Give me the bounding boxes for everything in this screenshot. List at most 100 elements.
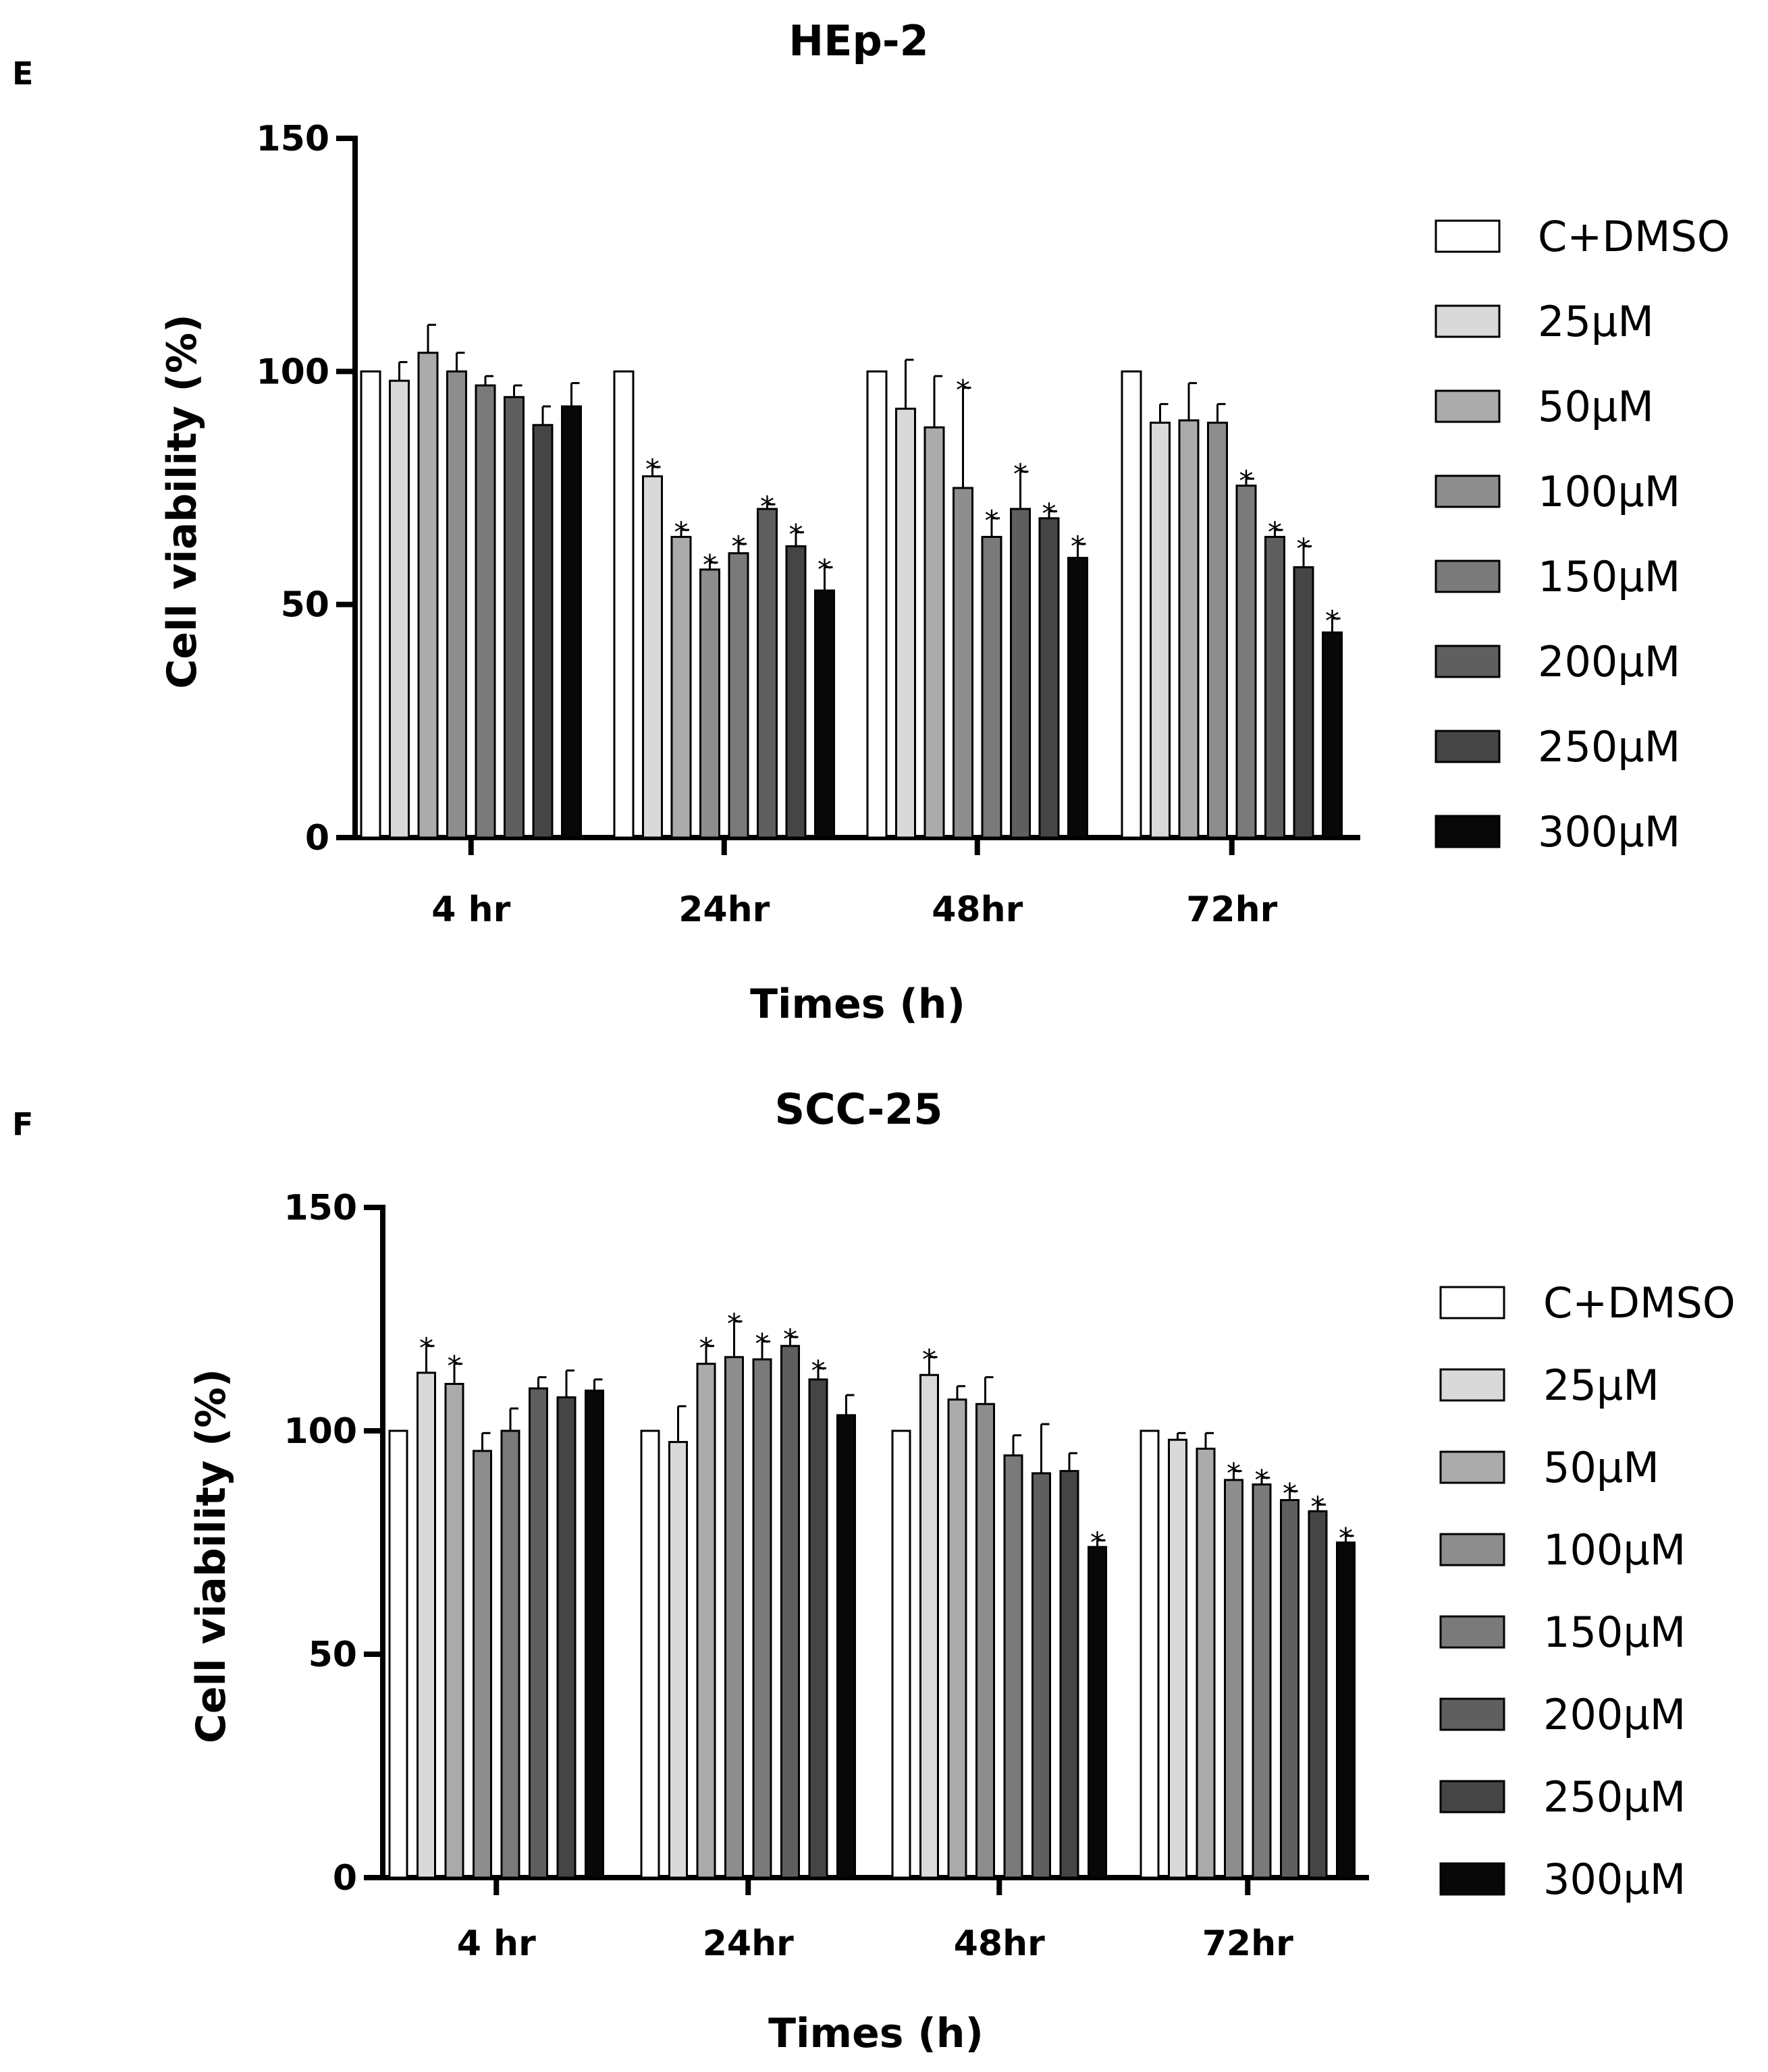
legend-label: 300µM (1543, 1855, 1686, 1904)
chart-title: SCC-25 (774, 1085, 942, 1134)
y-tick-label: 50 (309, 1635, 357, 1675)
significance-star: * (703, 549, 717, 582)
bar (1280, 1499, 1300, 1879)
bar (1121, 370, 1142, 839)
x-axis-title: Times (h) (750, 981, 965, 1028)
bar (1059, 1470, 1079, 1879)
legend-swatch (1439, 1780, 1505, 1814)
bar (1032, 1472, 1051, 1879)
significance-star: * (783, 1323, 797, 1356)
bar (504, 396, 525, 839)
significance-star: * (1325, 604, 1339, 637)
significance-star: * (818, 553, 832, 586)
significance-star: * (419, 1332, 433, 1365)
legend-swatch (1435, 474, 1501, 508)
bar (389, 379, 410, 839)
bar (1322, 631, 1343, 839)
bar (953, 487, 973, 839)
x-tick-label: 48hr (954, 1924, 1045, 1964)
significance-star: * (645, 453, 660, 486)
bar (1293, 566, 1314, 839)
legend-swatch (1435, 219, 1501, 253)
bar (728, 552, 749, 839)
legend-swatch (1439, 1450, 1505, 1484)
bar (699, 568, 720, 839)
bar (1207, 421, 1228, 839)
legend-label: 25µM (1538, 297, 1654, 346)
significance-star: * (922, 1343, 936, 1376)
legend-swatch (1435, 815, 1501, 848)
bar (388, 1429, 408, 1879)
significance-star: * (1297, 532, 1311, 565)
bar (532, 424, 554, 839)
bar (1336, 1542, 1356, 1879)
panel-letter: F (12, 1106, 33, 1143)
bar (866, 370, 888, 839)
legend-label: C+DMSO (1538, 212, 1730, 261)
legend-swatch (1435, 389, 1501, 423)
significance-star: * (760, 490, 774, 523)
legend-label: 300µM (1538, 807, 1680, 856)
legend-label: 250µM (1543, 1772, 1686, 1822)
bar (417, 352, 439, 839)
significance-star: * (985, 504, 999, 537)
legend-swatch (1435, 730, 1501, 763)
bar (561, 405, 582, 839)
significance-star: * (674, 516, 689, 549)
significance-star: * (1090, 1526, 1104, 1559)
bar (1038, 517, 1060, 839)
significance-star: * (1339, 1522, 1353, 1555)
panel-letter: E (12, 55, 33, 92)
bar (444, 1382, 464, 1879)
bar (981, 536, 1002, 839)
bar (785, 545, 807, 839)
significance-star: * (727, 1307, 741, 1340)
significance-star: * (1227, 1457, 1241, 1490)
legend: C+DMSO 25µM 50µM 100µM 150µM 200µM 250µM 300µM (1435, 212, 1730, 856)
x-axis-title: Times (h) (768, 2010, 984, 2057)
legend-label: 50µM (1538, 382, 1654, 431)
chart-title: HEp-2 (788, 16, 929, 65)
bar (780, 1344, 800, 1879)
bar (919, 1373, 939, 1879)
bar (895, 408, 916, 839)
bar (1235, 485, 1257, 839)
bar (724, 1356, 744, 1879)
legend-swatch (1439, 1533, 1505, 1566)
y-tick-label: 100 (284, 1411, 357, 1452)
legend-label: 150µM (1538, 552, 1680, 601)
legend: C+DMSO 25µM 50µM 100µM 150µM 200µM 250µM 300µM (1439, 1278, 1736, 1904)
bar (836, 1414, 856, 1879)
y-axis-title: Cell viability (%) (159, 314, 206, 688)
legend-swatch (1439, 1286, 1505, 1319)
legend-label: 50µM (1543, 1443, 1659, 1492)
bar (757, 508, 778, 839)
bar (1140, 1429, 1160, 1879)
y-axis-title: Cell viability (%) (188, 1369, 235, 1743)
significance-star: * (1071, 530, 1085, 563)
bar (556, 1396, 577, 1879)
x-tick-label: 24hr (703, 1924, 794, 1964)
bar (642, 475, 663, 839)
bar (1168, 1438, 1187, 1879)
significance-star: * (448, 1350, 462, 1383)
significance-star: * (1042, 497, 1056, 530)
bar (1196, 1447, 1216, 1879)
legend-swatch (1439, 1368, 1505, 1402)
bar (1178, 419, 1200, 839)
y-tick-label: 150 (256, 119, 329, 159)
bar (696, 1363, 716, 1879)
legend-swatch (1439, 1697, 1505, 1731)
bar (923, 426, 945, 839)
legend-swatch (1435, 645, 1501, 678)
bar (808, 1378, 828, 1879)
bar (1224, 1479, 1243, 1879)
bar (585, 1389, 604, 1879)
legend-label: 150µM (1543, 1608, 1686, 1657)
chart-panel-e: E HEp-2 0 50 100 150 4 hr * * * * * * * 24hr * * * * * 48hr *… (12, 16, 1730, 1028)
significance-star: * (1311, 1490, 1325, 1523)
bar (475, 384, 496, 839)
significance-star: * (1283, 1477, 1297, 1510)
x-tick-label: 72hr (1186, 890, 1277, 930)
